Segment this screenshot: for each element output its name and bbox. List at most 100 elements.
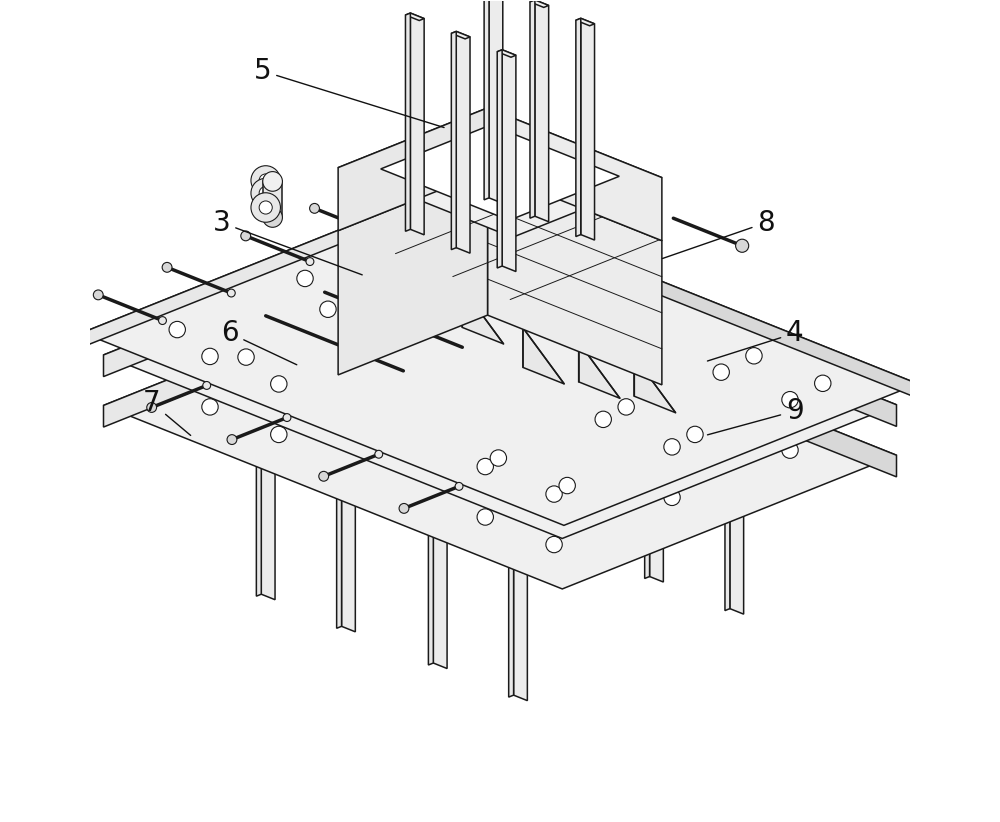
Circle shape (251, 193, 280, 222)
Circle shape (203, 381, 211, 390)
Circle shape (595, 462, 611, 478)
Circle shape (546, 536, 562, 552)
Polygon shape (514, 542, 527, 700)
Polygon shape (342, 473, 355, 632)
Circle shape (664, 489, 680, 506)
Polygon shape (456, 31, 470, 253)
Polygon shape (576, 18, 581, 237)
Circle shape (713, 414, 729, 431)
Polygon shape (497, 50, 516, 58)
Polygon shape (725, 455, 730, 611)
Circle shape (202, 399, 218, 415)
Circle shape (766, 360, 778, 372)
Text: 5: 5 (254, 57, 444, 127)
Circle shape (438, 254, 454, 270)
Polygon shape (338, 108, 488, 231)
Polygon shape (338, 171, 662, 300)
Circle shape (169, 321, 185, 338)
Circle shape (310, 203, 319, 213)
Polygon shape (416, 270, 458, 326)
Polygon shape (558, 386, 572, 545)
Text: 8: 8 (662, 209, 775, 259)
Polygon shape (103, 221, 897, 538)
Polygon shape (451, 31, 456, 250)
Circle shape (227, 289, 235, 297)
Circle shape (159, 316, 166, 325)
Circle shape (389, 379, 405, 395)
Text: 6: 6 (221, 319, 297, 365)
Polygon shape (730, 455, 744, 614)
Circle shape (320, 352, 336, 368)
Circle shape (595, 411, 611, 427)
Circle shape (271, 427, 287, 442)
Circle shape (319, 471, 329, 481)
Polygon shape (634, 357, 676, 413)
Circle shape (241, 231, 251, 241)
Circle shape (425, 219, 441, 236)
Circle shape (493, 247, 510, 263)
Polygon shape (579, 342, 620, 399)
Circle shape (594, 291, 606, 302)
Circle shape (162, 262, 172, 272)
Circle shape (306, 257, 314, 266)
Polygon shape (103, 221, 438, 376)
Circle shape (375, 450, 383, 458)
Polygon shape (509, 542, 514, 697)
Circle shape (259, 187, 272, 200)
Polygon shape (530, 0, 535, 218)
Circle shape (507, 281, 523, 298)
Circle shape (546, 486, 562, 502)
Polygon shape (337, 473, 342, 628)
Polygon shape (436, 192, 918, 398)
Polygon shape (381, 125, 619, 220)
Polygon shape (428, 510, 433, 665)
Circle shape (618, 399, 634, 415)
Polygon shape (263, 182, 282, 218)
Circle shape (438, 304, 454, 321)
Polygon shape (405, 13, 424, 21)
Polygon shape (462, 288, 504, 344)
Polygon shape (405, 13, 410, 231)
Circle shape (297, 270, 313, 287)
Circle shape (263, 172, 282, 192)
Circle shape (238, 349, 254, 365)
Polygon shape (256, 441, 261, 596)
Text: 9: 9 (707, 397, 804, 435)
Circle shape (259, 201, 272, 214)
Circle shape (815, 375, 831, 391)
Polygon shape (581, 18, 595, 240)
Text: 4: 4 (707, 319, 804, 361)
Polygon shape (478, 354, 491, 513)
Circle shape (375, 230, 383, 238)
Polygon shape (489, 0, 503, 203)
Polygon shape (645, 423, 650, 579)
Polygon shape (553, 386, 558, 542)
Circle shape (259, 174, 272, 187)
Circle shape (251, 166, 280, 195)
Polygon shape (103, 272, 438, 427)
Circle shape (366, 298, 382, 314)
Circle shape (227, 435, 237, 445)
Polygon shape (535, 0, 549, 222)
Circle shape (147, 403, 157, 413)
Polygon shape (371, 251, 412, 307)
Polygon shape (338, 108, 662, 238)
Polygon shape (576, 18, 595, 25)
Polygon shape (488, 171, 662, 385)
Circle shape (746, 348, 762, 364)
Polygon shape (438, 272, 897, 477)
Text: 7: 7 (143, 389, 191, 436)
Circle shape (271, 376, 287, 392)
Circle shape (283, 413, 291, 422)
Circle shape (782, 442, 798, 459)
Polygon shape (497, 50, 502, 268)
Polygon shape (82, 192, 436, 347)
Circle shape (477, 459, 493, 475)
Circle shape (782, 391, 798, 408)
Polygon shape (523, 328, 564, 384)
Circle shape (263, 208, 282, 228)
Circle shape (251, 178, 280, 208)
Circle shape (490, 450, 507, 466)
Polygon shape (473, 354, 478, 510)
Polygon shape (488, 108, 662, 241)
